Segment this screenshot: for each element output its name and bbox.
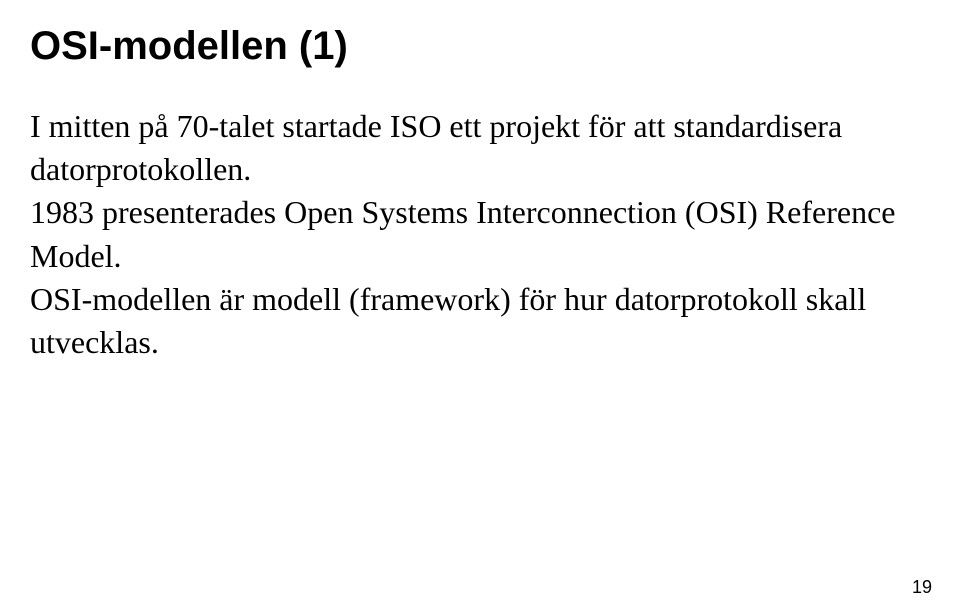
paragraph-2: 1983 presenterades Open Systems Intercon… [30, 191, 920, 277]
paragraph-3: OSI-modellen är modell (framework) för h… [30, 278, 920, 364]
slide-body: I mitten på 70-talet startade ISO ett pr… [30, 105, 920, 364]
page-number: 19 [912, 577, 932, 598]
slide: OSI-modellen (1) I mitten på 70-talet st… [0, 0, 960, 616]
slide-title: OSI-modellen (1) [30, 24, 920, 69]
paragraph-1: I mitten på 70-talet startade ISO ett pr… [30, 105, 920, 191]
